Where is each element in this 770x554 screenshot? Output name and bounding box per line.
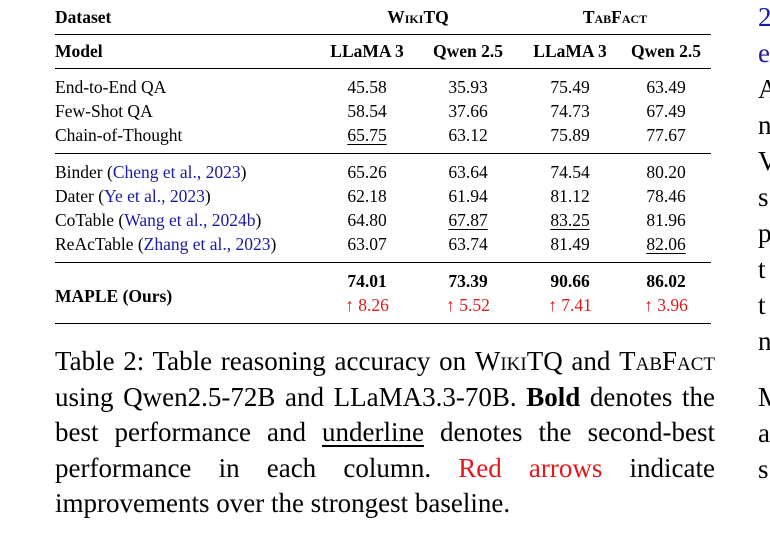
table-row: End-to-End QA 45.58 35.93 75.49 63.49 [55, 69, 711, 100]
method-name: Dater (Ye et al., 2023) [55, 186, 211, 206]
score-cell: 61.94 [448, 186, 488, 206]
score-cell: 58.54 [347, 101, 387, 121]
improvement-arrow: ↑ 5.52 [446, 295, 490, 315]
best-score: 73.39 [448, 271, 488, 291]
citation-link[interactable]: Wang et al., 2024b [124, 210, 256, 230]
maple-row: MAPLE (Ours) 74.01 73.39 90.66 86.02 [55, 263, 711, 306]
score-cell: 67.49 [646, 101, 686, 121]
score-cell: 74.54 [550, 162, 590, 182]
score-cell: 35.93 [448, 77, 488, 97]
score-cell: 63.12 [448, 125, 488, 145]
method-name: Chain-of-Thought [55, 125, 183, 145]
score-cell: 63.74 [448, 234, 488, 254]
adjacent-column-text: 2 e A n V s p t t n M a s [758, 2, 770, 484]
results-table: Dataset WikiTQ TabFact Model LLaMA 3 Qwe… [55, 0, 711, 324]
model-header: LLaMA 3 [330, 41, 404, 61]
improvement-arrow: ↑ 8.26 [345, 295, 389, 315]
citation-link[interactable]: Zhang et al., 2023 [143, 234, 271, 254]
improvement-arrow: ↑ 3.96 [644, 295, 688, 315]
score-cell: 75.49 [550, 77, 590, 97]
model-header: LLaMA 3 [533, 41, 607, 61]
score-cell: 63.49 [646, 77, 686, 97]
score-cell: 78.46 [646, 186, 686, 206]
second-best-score: 82.06 [646, 234, 686, 254]
method-name: End-to-End QA [55, 77, 167, 97]
method-name-maple: MAPLE (Ours) [55, 286, 173, 306]
caption-underline: underline [322, 417, 424, 447]
score-cell: 74.73 [550, 101, 590, 121]
dataset-label: Dataset [55, 6, 112, 27]
improvement-row: ↑ 8.26 ↑ 5.52 ↑ 7.41 ↑ 3.96 [55, 293, 711, 324]
caption-bold: Bold [526, 381, 581, 412]
table-row: Chain-of-Thought 65.75 63.12 75.89 77.67 [55, 123, 711, 154]
score-cell: 45.58 [347, 77, 387, 97]
method-name: Binder (Cheng et al., 2023) [55, 162, 247, 182]
dataset-tabfact: TabFact [582, 6, 648, 27]
model-header-row: Model LLaMA 3 Qwen 2.5 LLaMA 3 Qwen 2.5 [55, 34, 711, 69]
caption-dataset: TabFact [619, 346, 716, 376]
score-cell: 64.80 [347, 210, 387, 230]
table-row: Few-Shot QA 58.54 37.66 74.73 67.49 [55, 99, 711, 123]
best-score: 74.01 [347, 271, 387, 291]
score-cell: 80.20 [646, 162, 686, 182]
model-label: Model [55, 41, 103, 61]
score-cell: 81.12 [550, 186, 590, 206]
dataset-header-row: Dataset WikiTQ TabFact [55, 0, 711, 35]
caption-dataset: WikiTQ [474, 346, 563, 376]
second-best-score: 83.25 [550, 210, 590, 230]
caption-red-arrows: Red arrows [458, 452, 603, 483]
score-cell: 63.64 [448, 162, 488, 182]
improvement-arrow: ↑ 7.41 [548, 295, 592, 315]
method-name: CoTable (Wang et al., 2024b) [55, 210, 262, 230]
score-cell: 63.07 [347, 234, 387, 254]
method-name: ReAcTable (Zhang et al., 2023) [55, 234, 277, 254]
table-row: Dater (Ye et al., 2023) 62.18 61.94 81.1… [55, 184, 711, 208]
table-row: CoTable (Wang et al., 2024b) 64.80 67.87… [55, 208, 711, 232]
score-cell: 62.18 [347, 186, 387, 206]
score-cell: 81.49 [550, 234, 590, 254]
score-cell: 65.26 [347, 162, 387, 182]
score-cell: 81.96 [646, 210, 686, 230]
citation-link[interactable]: Cheng et al., 2023 [112, 162, 241, 182]
table-caption: Table 2: Table reasoning accuracy on Wik… [55, 346, 716, 518]
dataset-wikitq: WikiTQ [387, 6, 449, 27]
citation-link[interactable]: Ye et al., 2023 [104, 186, 205, 206]
model-header: Qwen 2.5 [433, 41, 503, 61]
score-cell: 37.66 [448, 101, 488, 121]
best-score: 90.66 [550, 271, 590, 291]
model-header: Qwen 2.5 [631, 41, 701, 61]
method-name: Few-Shot QA [55, 101, 153, 121]
second-best-score: 67.87 [448, 210, 488, 230]
score-cell: 75.89 [550, 125, 590, 145]
table-row: ReAcTable (Zhang et al., 2023) 63.07 63.… [55, 232, 711, 263]
second-best-score: 65.75 [347, 125, 387, 145]
score-cell: 77.67 [646, 125, 686, 145]
best-score: 86.02 [646, 271, 686, 291]
table-row: Binder (Cheng et al., 2023) 65.26 63.64 … [55, 154, 711, 185]
